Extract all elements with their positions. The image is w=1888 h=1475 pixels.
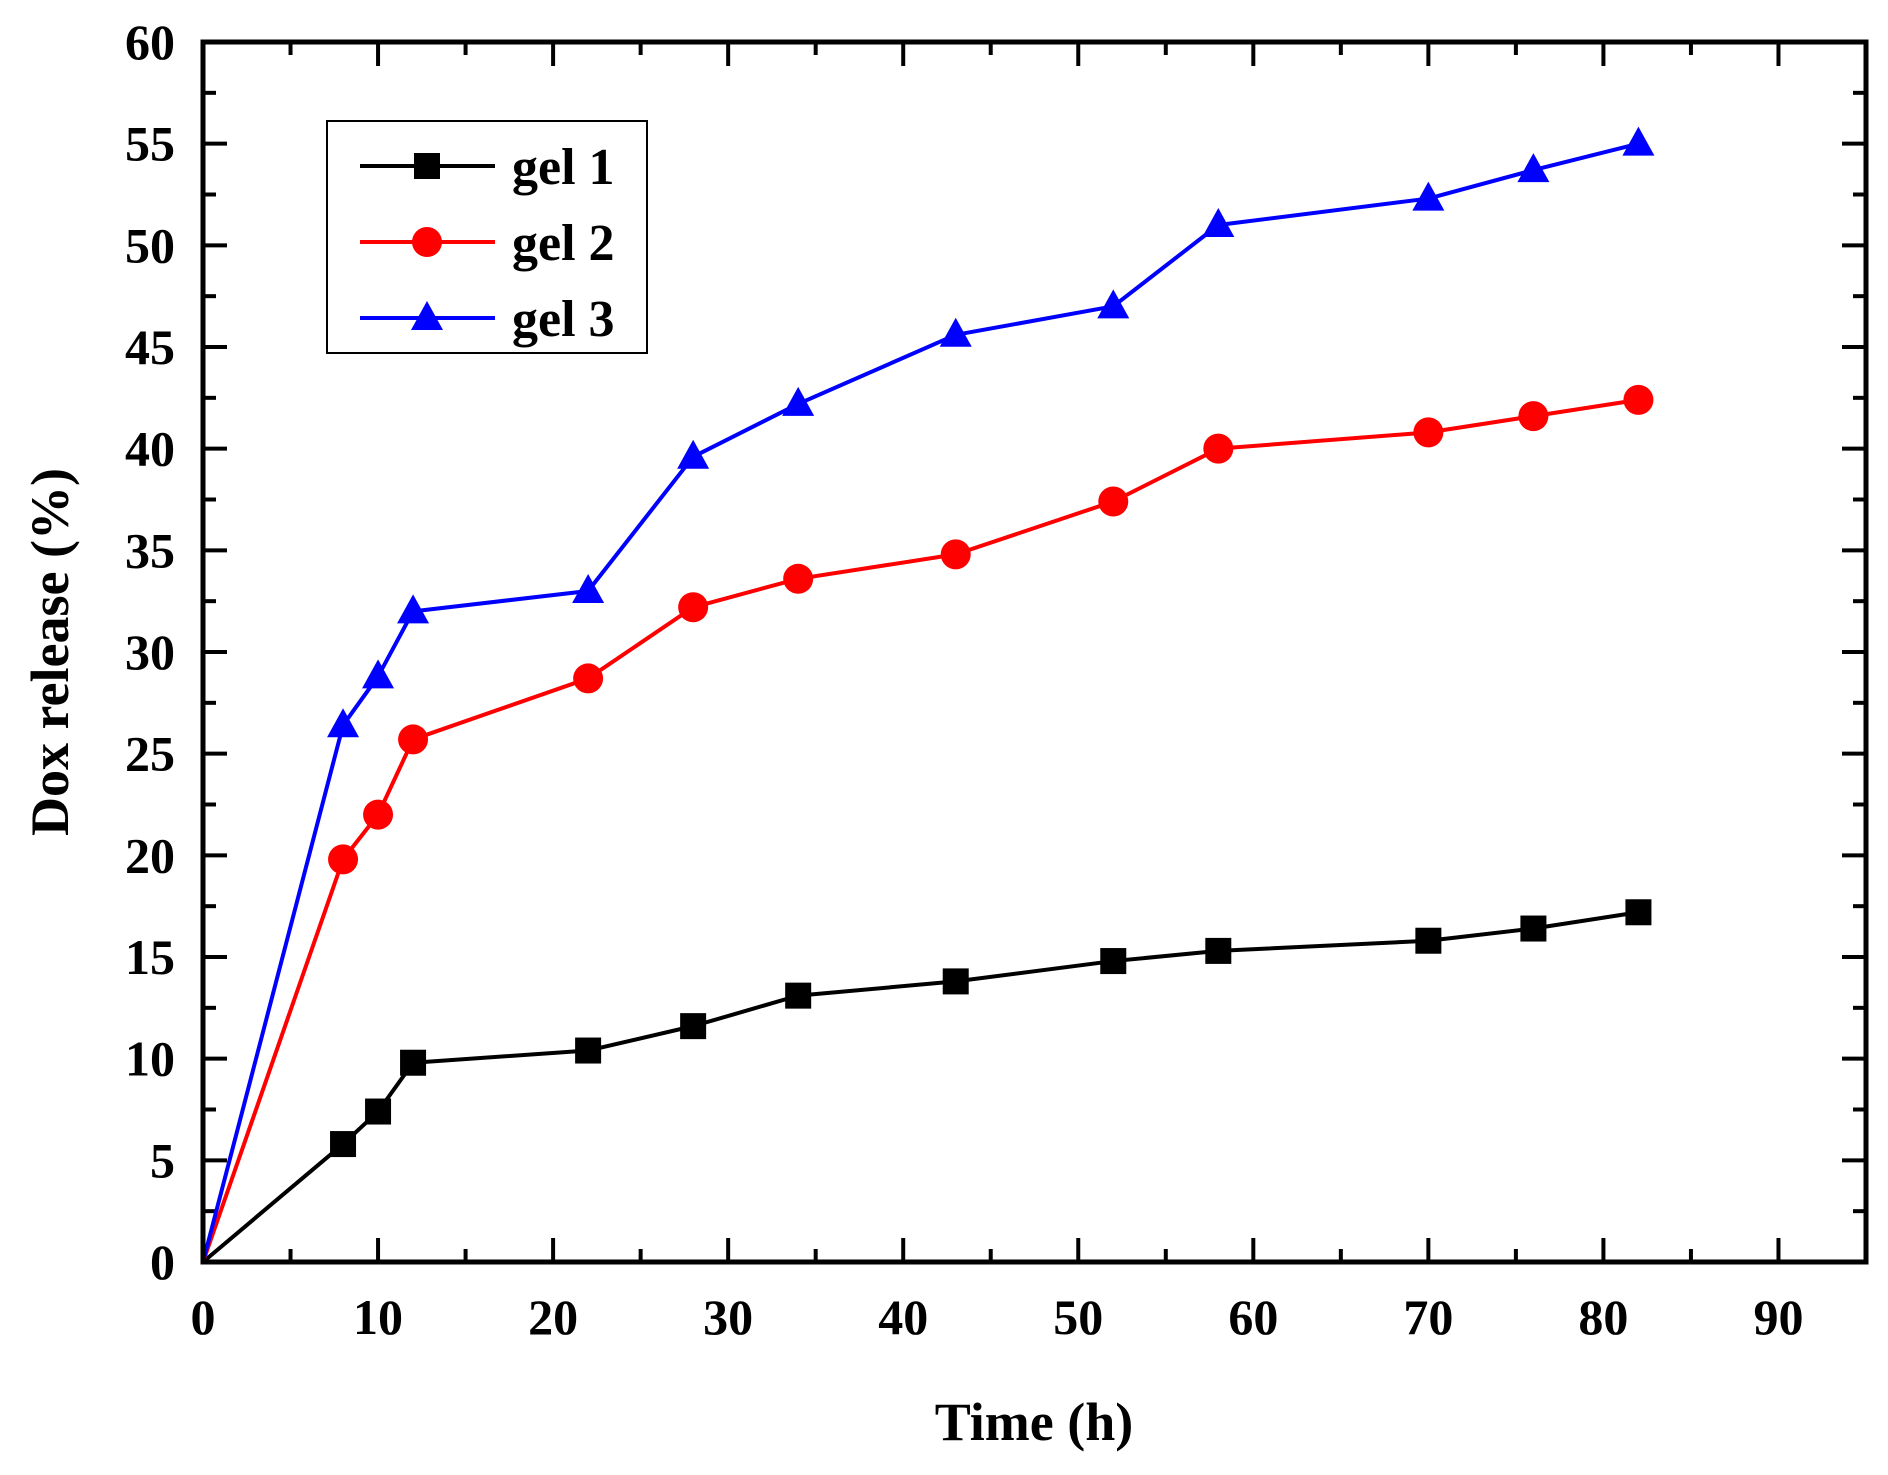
- data-point: [677, 439, 710, 469]
- data-point: [678, 592, 709, 623]
- y-tick-label: 20: [125, 827, 175, 883]
- y-tick-label: 15: [125, 929, 175, 985]
- y-tick-label: 50: [125, 217, 175, 273]
- legend-box: [326, 120, 648, 354]
- series-layer: [201, 126, 1655, 1264]
- data-point: [1202, 208, 1235, 237]
- data-point: [1520, 915, 1547, 942]
- y-tick-label: 30: [125, 624, 175, 680]
- data-point: [573, 663, 604, 694]
- data-point: [939, 317, 972, 347]
- data-point: [1412, 181, 1445, 211]
- legend-label: gel 1: [512, 139, 615, 196]
- data-point: [572, 574, 605, 603]
- x-tick-label: 70: [1403, 1289, 1453, 1345]
- data-point: [1098, 486, 1129, 517]
- data-point: [783, 563, 814, 594]
- data-point: [1623, 384, 1654, 415]
- series-gel-2: [201, 384, 1654, 1263]
- series-line: [201, 910, 1639, 1264]
- tick-labels: 0 10 20 30 40 50 60 70 80 90 0 5 10 15 20 25 30 35 40 45 50 5…: [125, 14, 1803, 1345]
- data-point: [1100, 948, 1127, 975]
- series-line: [201, 397, 1639, 1263]
- data-point: [328, 844, 359, 875]
- data-point: [1097, 289, 1130, 319]
- plot-area-frame: [200, 39, 1869, 1265]
- x-tick-label: 90: [1753, 1289, 1803, 1345]
- data-point: [397, 594, 430, 624]
- data-point: [1625, 899, 1652, 926]
- y-tick-label: 25: [125, 726, 175, 782]
- data-point: [1203, 433, 1234, 464]
- legend-label: gel 2: [512, 215, 615, 272]
- data-point: [785, 982, 812, 1009]
- data-point: [1415, 927, 1442, 954]
- data-point: [680, 1013, 707, 1040]
- data-point: [1413, 417, 1444, 448]
- data-point: [327, 708, 360, 738]
- legend-label: gel 3: [512, 291, 615, 348]
- x-tick-label: 10: [353, 1289, 403, 1345]
- y-tick-label: 60: [125, 14, 175, 70]
- data-point: [400, 1049, 427, 1076]
- data-point: [575, 1037, 602, 1064]
- y-tick-label: 40: [125, 421, 175, 477]
- x-tick-label: 40: [878, 1289, 928, 1345]
- x-tick-label: 20: [528, 1289, 578, 1345]
- legend-marker: [412, 227, 442, 257]
- data-point: [1205, 937, 1232, 964]
- y-tick-label: 35: [125, 522, 175, 578]
- series-gel-1: [201, 899, 1652, 1264]
- x-tick-label: 50: [1053, 1289, 1103, 1345]
- y-axis-title: Dox release (%): [20, 468, 80, 836]
- data-point: [1622, 126, 1655, 156]
- y-tick-label: 10: [125, 1031, 175, 1087]
- data-point: [363, 799, 394, 830]
- legend-marker: [411, 301, 443, 330]
- y-tick-label: 55: [125, 116, 175, 172]
- y-tick-label: 5: [150, 1132, 175, 1188]
- data-point: [940, 539, 971, 570]
- legend-marker: [414, 153, 440, 179]
- data-point: [362, 659, 395, 689]
- data-point: [330, 1131, 357, 1158]
- data-point: [398, 724, 429, 755]
- legend: gel 1 gel 2 gel 3: [326, 120, 648, 354]
- y-tick-label: 0: [150, 1234, 175, 1290]
- series-gel-3: [201, 126, 1655, 1263]
- data-point: [942, 968, 969, 995]
- x-tick-label: 60: [1228, 1289, 1278, 1345]
- data-point: [1518, 401, 1549, 432]
- data-point: [782, 386, 815, 416]
- y-tick-label: 45: [125, 319, 175, 375]
- x-tick-label: 30: [703, 1289, 753, 1345]
- data-point: [1517, 153, 1550, 183]
- x-tick-label: 0: [191, 1289, 216, 1345]
- x-axis-title: Time (h): [935, 1392, 1134, 1452]
- x-tick-label: 80: [1578, 1289, 1628, 1345]
- data-point: [365, 1098, 392, 1125]
